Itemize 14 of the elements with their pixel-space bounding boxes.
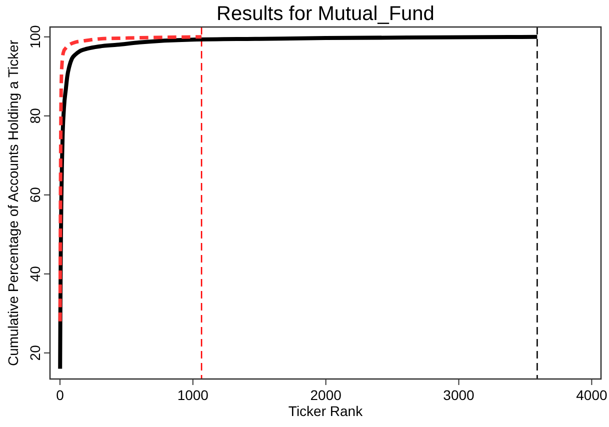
y-tick-label: 20 [27,344,43,361]
x-tick-label: 2000 [310,387,342,403]
x-tick-label: 1000 [177,387,209,403]
x-tick-label: 3000 [443,387,475,403]
x-tick-label: 4000 [576,387,608,403]
x-axis-title: Ticker Rank [288,403,364,419]
y-axis-title: Cumulative Percentage of Accounts Holding a Ticker [5,40,21,366]
y-tick-label: 40 [27,266,43,282]
x-tick-label: 0 [56,387,64,403]
chart-title: Results for Mutual_Fund [216,3,434,25]
y-tick-label: 100 [27,24,43,49]
line-series [58,35,204,324]
y-tick-label: 60 [27,186,43,203]
y-tick-label: 80 [27,108,43,124]
